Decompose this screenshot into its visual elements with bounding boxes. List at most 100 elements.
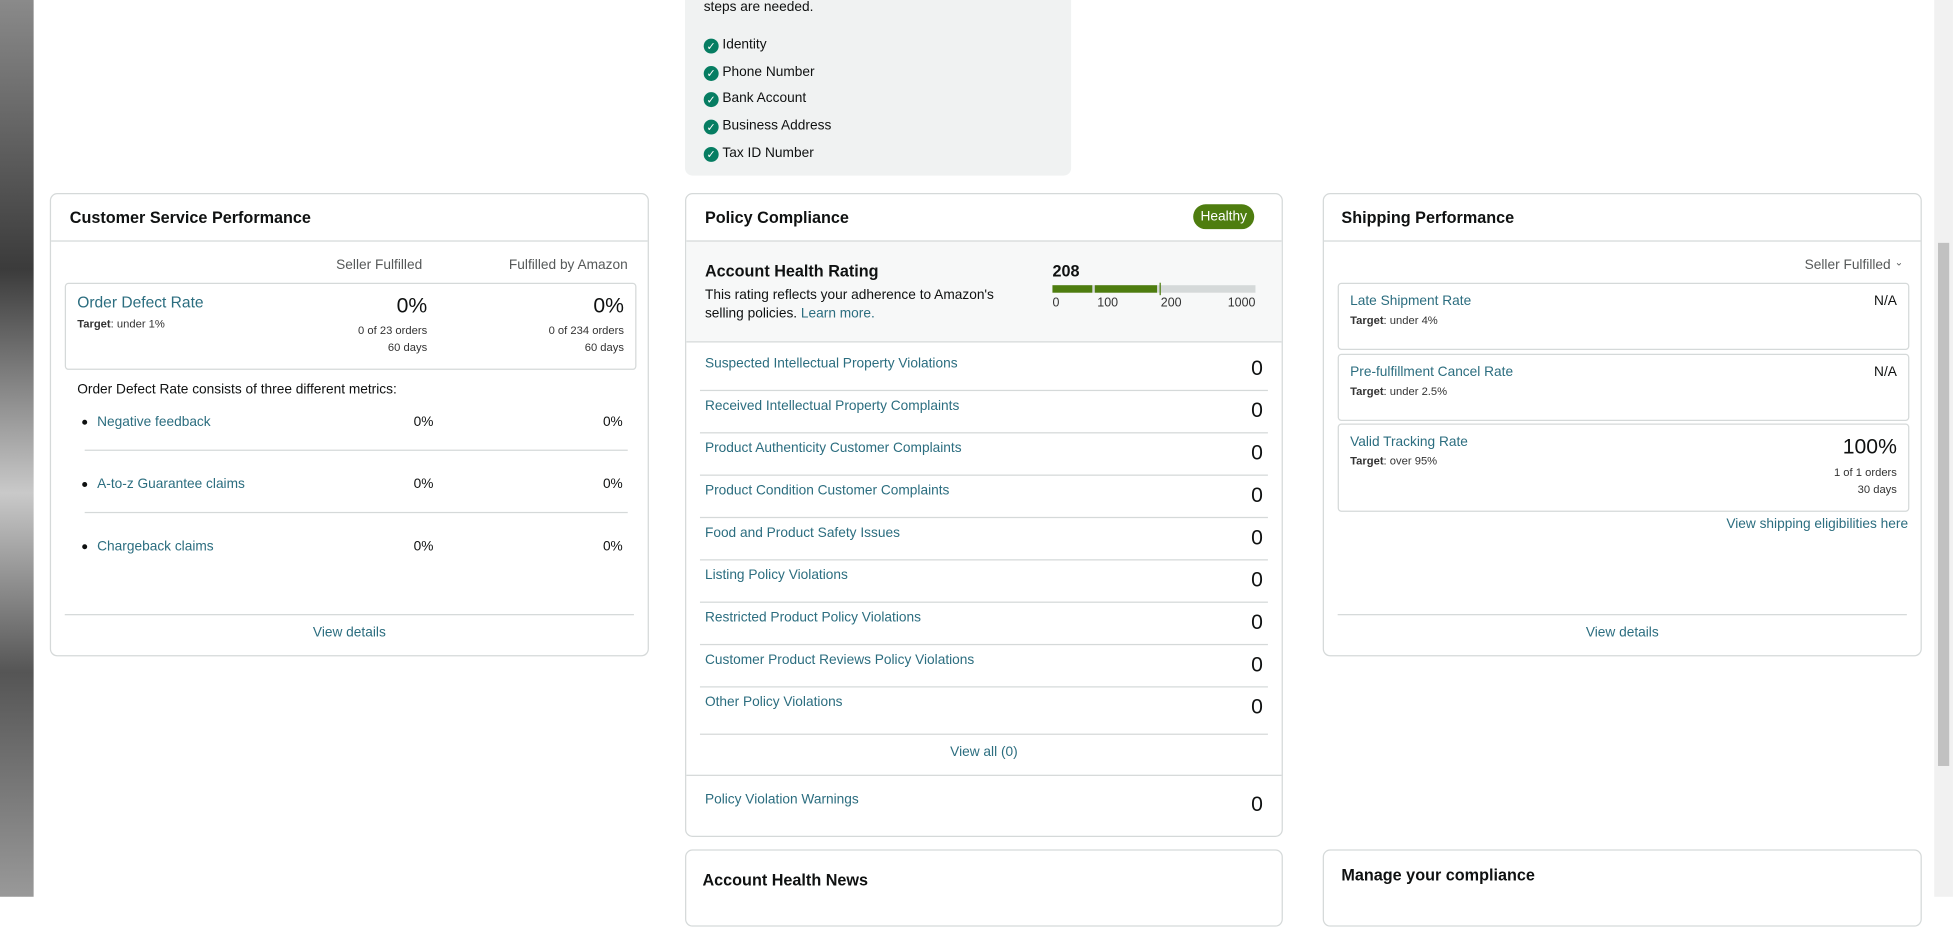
odr-box: Order Defect Rate Target: under 1% 0% 0%… [64,282,637,370]
divider [699,601,1268,603]
divider [699,559,1268,561]
filter-dropdown[interactable]: Seller Fulfilled [1804,257,1891,273]
divider [686,774,1282,776]
metric-link[interactable]: Pre-fulfillment Cancel Rate [1350,364,1514,380]
verification-item: Tax ID Number [722,145,814,161]
metric-count: 1 of 1 orders [1833,465,1897,479]
compliance-card: Manage your compliance [1322,849,1922,927]
policy-value: 0 [1251,356,1263,380]
rating-description: This rating reflects your adherence to A… [705,286,998,323]
policy-value: 0 [1251,567,1263,592]
target-label: Target [1350,384,1384,398]
verification-item: Bank Account [722,91,807,107]
policy-value: 0 [1251,694,1263,719]
warnings-link[interactable]: Policy Violation Warnings [704,792,859,808]
metric-value: 0% [413,414,434,430]
policy-link[interactable]: Listing Policy Violations [704,567,848,583]
scale-label: 200 [1160,296,1182,311]
policy-link[interactable]: Product Condition Customer Complaints [704,483,950,499]
divider [84,449,628,451]
target: : under 1% [110,317,165,331]
policy-value: 0 [1251,652,1263,677]
target-label: Target [1350,454,1384,468]
odr-value: 0% [593,293,624,318]
metric-value: 0% [413,539,434,555]
policy-link[interactable]: Customer Product Reviews Policy Violatio… [704,652,975,668]
status-badge: Healthy [1193,204,1255,230]
text: This rating reflects your adherence to A… [704,287,994,322]
check-icon: ✓ [703,146,719,162]
odr-count: 0 of 234 orders [548,323,624,337]
check-icon: ✓ [703,119,719,135]
policy-link[interactable]: Product Authenticity Customer Complaints [704,440,962,456]
metric-value: 0% [413,477,434,492]
divider [64,614,634,616]
check-icon: ✓ [703,65,719,81]
policy-card: Policy Compliance Healthy Account Health… [685,193,1283,837]
target-label: Target [1350,313,1384,327]
view-details[interactable]: View details [312,625,386,641]
policy-link[interactable]: Food and Product Safety Issues [704,525,900,541]
metric-link[interactable]: Chargeback claims [97,539,214,555]
divider [699,432,1268,434]
policy-link[interactable]: Restricted Product Policy Violations [704,610,921,626]
divider [1337,614,1907,616]
metric-link[interactable]: A-to-z Guarantee claims [97,477,245,492]
bullet [82,544,88,550]
odr-count: 0 of 23 orders [358,323,428,337]
column-header: Fulfilled by Amazon [508,257,628,273]
eligibility-link[interactable]: View shipping eligibilities here [1726,516,1909,532]
view-all[interactable]: View all (0) [950,744,1018,760]
divider [1323,240,1921,242]
metric-value: N/A [1874,293,1897,309]
policy-value: 0 [1251,398,1263,423]
scale-label: 0 [1052,296,1060,311]
metric-value: 0% [602,414,623,430]
shipping-box: Valid Tracking Rate Target: over 95% 100% 1… [1337,423,1910,512]
target: Target: under 4% [1350,314,1438,326]
card-title: Customer Service Performance [69,207,311,227]
odr-link[interactable]: Order Defect Rate [77,293,204,312]
target: Target: over 95% [1350,455,1437,467]
divider [699,389,1268,392]
card-title: Policy Compliance [704,207,849,227]
divider [699,516,1268,519]
shipping-box: Late Shipment Rate Target: under 4% N/A [1337,282,1910,350]
verification-card: 24 hours to find out whether any additio… [685,0,1072,176]
card-title: Account Health News [702,870,869,890]
column-header: Seller Fulfilled [336,257,423,273]
policy-value: 0 [1251,610,1263,634]
bullet [82,419,88,425]
metric-link[interactable]: Late Shipment Rate [1350,293,1472,309]
shipping-box: Pre-fulfillment Cancel Rate Target: under… [1337,353,1910,421]
metric-value: 0% [602,477,623,492]
card-title: Manage your compliance [1341,865,1535,885]
divider [699,474,1268,476]
metric-period: 30 days [1857,483,1897,496]
metric-value: 100% [1842,434,1897,459]
metric-link[interactable]: Valid Tracking Rate [1350,434,1468,450]
divider [699,733,1268,735]
policy-link[interactable]: Other Policy Violations [704,694,843,710]
check-icon: ✓ [703,38,719,54]
shipping-card: Shipping Performance Seller Fulfilled ⌄ … [1322,193,1922,657]
check-icon: ✓ [703,92,719,108]
scrollbar-thumb[interactable] [1937,242,1950,766]
warnings-value: 0 [1251,792,1263,816]
policy-link[interactable]: Received Intellectual Property Complaint… [704,398,960,414]
odr-period: 60 days [584,341,624,354]
learn-more[interactable]: Learn more. [800,306,875,322]
news-card: Account Health News [685,849,1283,927]
rating-title: Account Health Rating [704,261,879,281]
scale-label: 100 [1097,296,1119,311]
policy-link[interactable]: Suspected Intellectual Property Violatio… [704,356,958,372]
view-details[interactable]: View details [1585,625,1659,641]
policy-value: 0 [1251,483,1263,507]
metric-value: N/A [1874,364,1897,380]
target: Target: under 2.5% [1350,385,1447,397]
target-value: : over 95% [1383,454,1438,468]
target-value: : under 4% [1383,313,1438,327]
metric-link[interactable]: Negative feedback [97,414,211,430]
verification-note: 24 hours to find out whether any additio… [703,0,814,15]
